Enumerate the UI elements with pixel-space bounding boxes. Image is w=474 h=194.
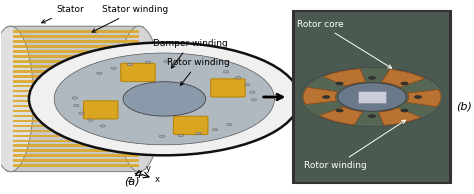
Circle shape <box>301 67 443 127</box>
Circle shape <box>73 105 79 107</box>
Circle shape <box>145 61 151 63</box>
Wedge shape <box>407 90 441 107</box>
Circle shape <box>401 82 408 85</box>
Text: (b): (b) <box>456 102 472 112</box>
Circle shape <box>178 134 183 137</box>
FancyBboxPatch shape <box>83 101 118 119</box>
Bar <box>13 125 139 127</box>
Text: y: y <box>146 164 151 173</box>
Bar <box>13 36 139 38</box>
Circle shape <box>159 135 165 137</box>
Bar <box>13 95 139 97</box>
Bar <box>13 139 139 142</box>
Circle shape <box>100 125 106 127</box>
Circle shape <box>79 112 84 114</box>
Circle shape <box>368 115 376 118</box>
Circle shape <box>337 83 407 111</box>
Wedge shape <box>378 108 421 125</box>
Bar <box>13 85 139 87</box>
Bar <box>13 60 139 63</box>
Circle shape <box>401 109 408 112</box>
Circle shape <box>368 76 376 79</box>
Bar <box>13 110 139 112</box>
Text: Damper winding: Damper winding <box>153 39 228 68</box>
Text: Stator winding: Stator winding <box>92 5 169 32</box>
FancyBboxPatch shape <box>121 63 155 81</box>
FancyBboxPatch shape <box>211 79 245 97</box>
Circle shape <box>72 97 78 99</box>
FancyBboxPatch shape <box>295 12 449 182</box>
Bar <box>13 90 139 92</box>
Bar <box>13 145 139 147</box>
Text: Stator: Stator <box>42 5 84 23</box>
Wedge shape <box>303 87 337 104</box>
Text: x: x <box>155 175 160 184</box>
Ellipse shape <box>0 26 34 171</box>
Text: Rotor winding: Rotor winding <box>167 58 229 85</box>
FancyBboxPatch shape <box>358 91 386 103</box>
Circle shape <box>212 128 218 131</box>
Wedge shape <box>382 69 425 87</box>
Circle shape <box>123 82 206 116</box>
Circle shape <box>29 42 300 155</box>
Bar <box>13 154 139 157</box>
Circle shape <box>54 53 274 145</box>
Bar <box>13 105 139 107</box>
Circle shape <box>322 95 330 99</box>
Circle shape <box>196 132 201 134</box>
Circle shape <box>336 109 343 112</box>
Bar <box>13 164 139 167</box>
Wedge shape <box>323 69 365 86</box>
FancyBboxPatch shape <box>6 26 144 171</box>
Circle shape <box>128 63 133 66</box>
Circle shape <box>251 99 256 101</box>
Text: z: z <box>128 175 132 184</box>
Bar <box>13 135 139 137</box>
Bar <box>13 45 139 48</box>
Text: Rotor winding: Rotor winding <box>304 120 406 170</box>
Circle shape <box>88 119 93 121</box>
Text: (a): (a) <box>124 176 140 186</box>
Bar <box>13 65 139 68</box>
Ellipse shape <box>116 26 162 171</box>
Circle shape <box>336 82 343 85</box>
Circle shape <box>111 67 117 69</box>
Bar <box>13 149 139 152</box>
FancyBboxPatch shape <box>173 116 208 134</box>
Bar <box>13 159 139 162</box>
Bar <box>13 40 139 43</box>
Bar <box>13 55 139 58</box>
Circle shape <box>227 123 232 126</box>
Wedge shape <box>319 107 363 125</box>
Circle shape <box>223 71 229 73</box>
Bar <box>13 70 139 73</box>
Circle shape <box>164 61 169 63</box>
Bar <box>13 80 139 82</box>
FancyBboxPatch shape <box>293 11 451 183</box>
Bar <box>13 120 139 122</box>
Circle shape <box>250 91 255 93</box>
Circle shape <box>97 72 102 74</box>
Bar <box>13 75 139 78</box>
Circle shape <box>236 77 241 79</box>
Bar <box>13 50 139 53</box>
Circle shape <box>244 83 250 86</box>
Bar <box>13 115 139 117</box>
Text: Rotor core: Rotor core <box>298 20 392 68</box>
Bar <box>13 100 139 102</box>
Bar <box>13 130 139 132</box>
Bar <box>13 30 139 33</box>
Circle shape <box>414 95 421 99</box>
